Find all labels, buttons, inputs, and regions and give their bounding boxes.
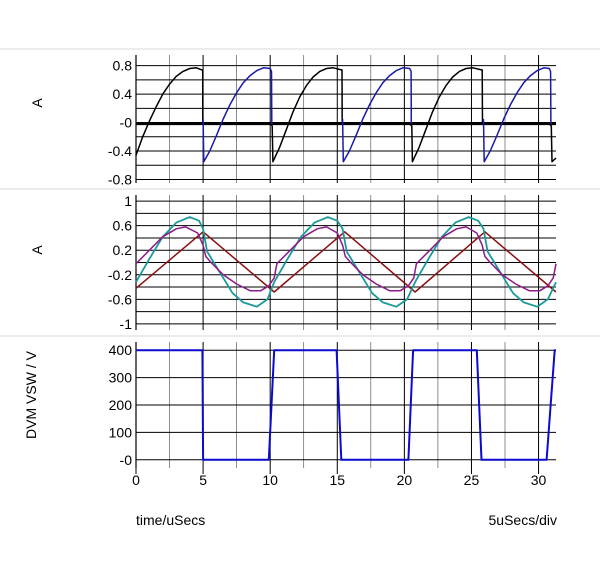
y-tick-label: -0.4 [108, 143, 132, 159]
series-line [202, 67, 273, 163]
y-tick-label: -0.2 [108, 267, 132, 283]
series-line [482, 67, 552, 163]
series-line [548, 123, 557, 163]
y-axis-title: A [29, 98, 45, 108]
x-tick-label: 5 [199, 472, 207, 488]
series-line [409, 67, 485, 163]
y-tick-label: 0.6 [113, 218, 133, 234]
x-axis-scale-note: 5uSecs/div [488, 512, 557, 528]
x-tick-label: 10 [262, 472, 278, 488]
y-tick-label: 300 [109, 370, 133, 386]
series-line [135, 226, 557, 292]
y-tick-label: 0.2 [113, 242, 133, 258]
y-axis-title: DVM VSW / V [23, 350, 39, 439]
x-tick-label: 20 [397, 472, 413, 488]
y-tick-label: 400 [109, 342, 133, 358]
series-line [270, 67, 345, 163]
y-tick-label: -0 [120, 452, 133, 468]
y-tick-label: -0.8 [108, 171, 132, 187]
middle-current-panel: 1 0.6 0.2 -0.2 -0.6 -1 A [0, 188, 600, 332]
y-tick-label: 100 [109, 424, 133, 440]
top-current-panel: 0.8 0.4 -0 -0.4 -0.8 A [0, 48, 600, 187]
series-line [135, 67, 206, 156]
switch-voltage-panel: 400 300 200 100 -0 DVM VSW / V 0 5 10 15 20 25 30 [0, 335, 600, 488]
x-tick-label: 15 [329, 472, 345, 488]
y-tick-label: 200 [109, 397, 133, 413]
x-axis-label: time/uSecs [136, 512, 206, 528]
y-tick-label: 0.8 [113, 58, 133, 74]
x-tick-label: 0 [132, 472, 140, 488]
series-line [135, 216, 557, 308]
y-tick-label: -0 [120, 115, 133, 131]
x-tick-label: 30 [531, 472, 547, 488]
y-axis-title: A [29, 245, 45, 255]
y-tick-label: -1 [120, 316, 133, 332]
series-line [136, 349, 556, 461]
y-tick-label: 1 [124, 193, 132, 209]
series-line [341, 67, 413, 163]
y-tick-label: 0.4 [113, 86, 133, 102]
x-tick-label: 25 [464, 472, 480, 488]
y-tick-label: -0.6 [108, 291, 132, 307]
